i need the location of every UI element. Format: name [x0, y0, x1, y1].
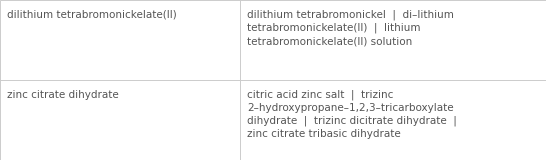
Text: dilithium tetrabromonickel  |  di–lithium
tetrabromonickelate(II)  |  lithium
te: dilithium tetrabromonickel | di–lithium … [247, 10, 454, 46]
Text: dilithium tetrabromonickelate(II): dilithium tetrabromonickelate(II) [7, 10, 176, 20]
Text: citric acid zinc salt  |  trizinc
2–hydroxypropane–1,2,3–tricarboxylate
dihydrat: citric acid zinc salt | trizinc 2–hydrox… [247, 90, 456, 139]
Text: zinc citrate dihydrate: zinc citrate dihydrate [7, 90, 118, 100]
